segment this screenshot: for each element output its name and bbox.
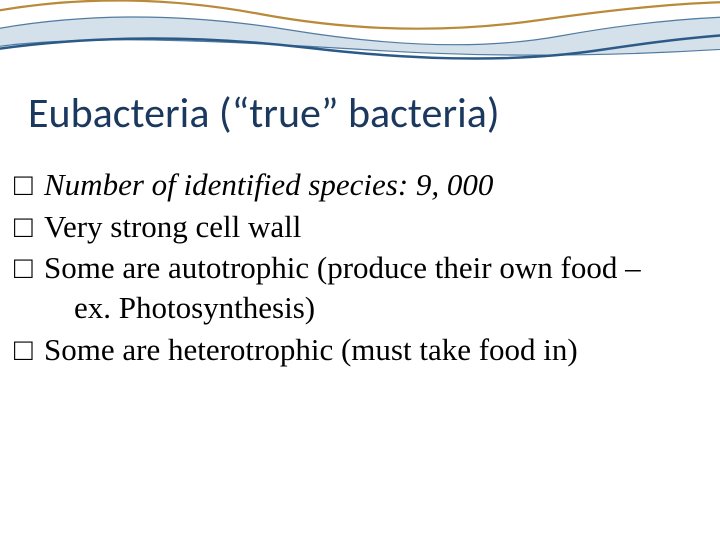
wave-fill-mid (0, 16, 720, 55)
wave-line-bottom (0, 34, 720, 59)
header-wave-decoration (0, 0, 720, 80)
bullet-text: Some are autotrophic (produce their own … (44, 250, 641, 325)
slide-body: □Number of identified species: 9, 000 □V… (44, 165, 676, 371)
bullet-item: □Number of identified species: 9, 000 (44, 165, 676, 205)
slide-title: Eubacteria (“true” bacteria) (28, 88, 500, 139)
bullet-text: Some are heterotrophic (must take food i… (44, 332, 578, 367)
wave-svg (0, 0, 720, 80)
bullet-item: □Some are autotrophic (produce their own… (44, 248, 676, 327)
wave-line-top (0, 0, 720, 28)
bullet-text: Number of identified species: 9, 000 (44, 167, 493, 202)
bullet-item: □Very strong cell wall (44, 207, 676, 247)
bullet-text: Very strong cell wall (44, 209, 301, 244)
bullet-item: □Some are heterotrophic (must take food … (44, 330, 676, 370)
